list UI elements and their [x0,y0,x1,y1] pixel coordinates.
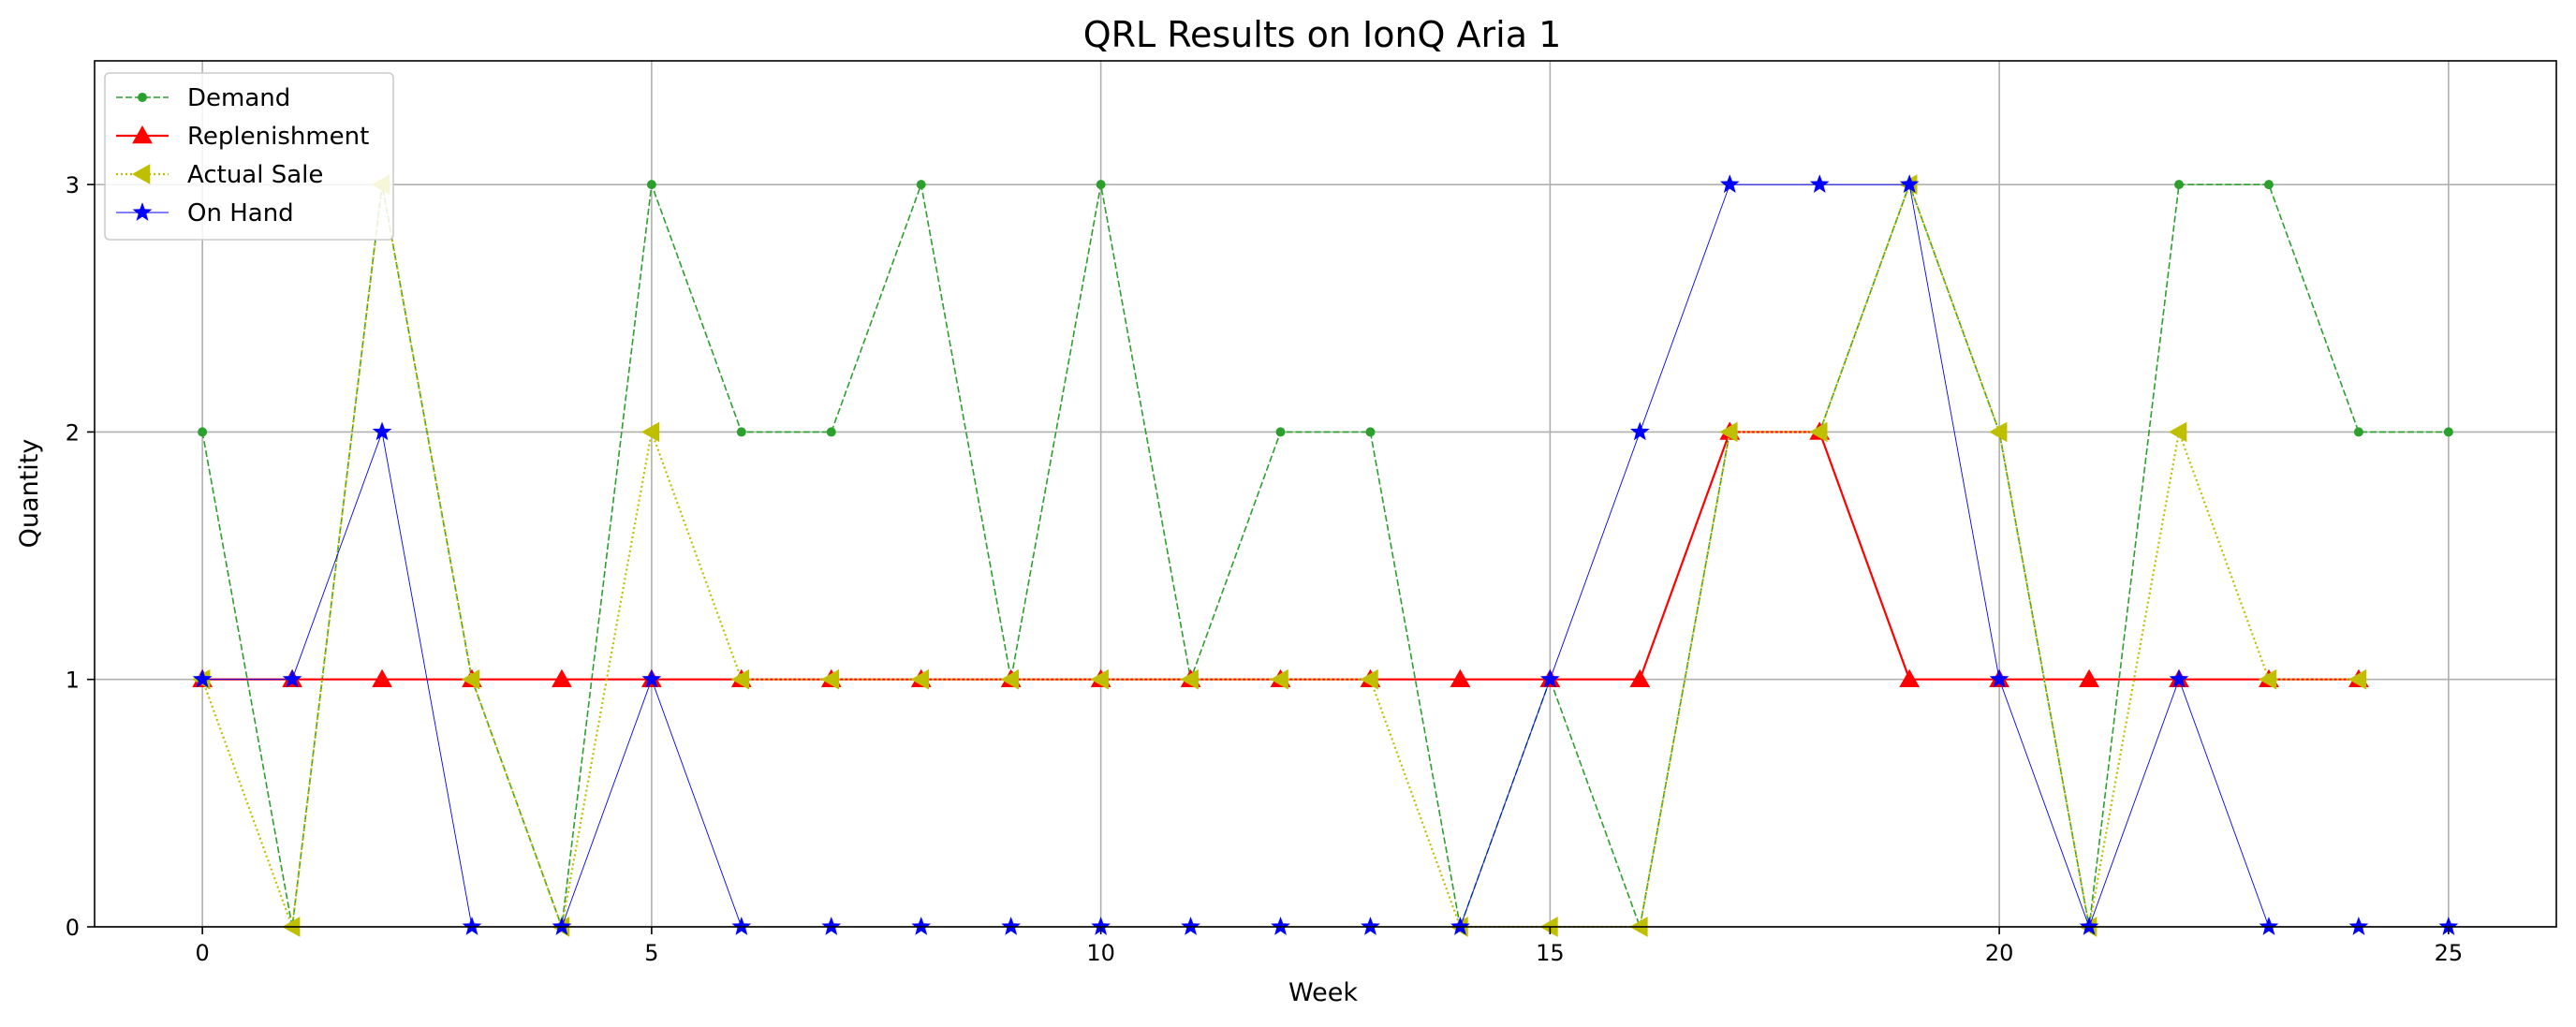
legend-entry-actual-sale: Actual Sale [116,161,323,189]
axis-ticks: 0 5 10 15 20 25 0 1 2 3 [66,172,2463,966]
data-point [1450,668,1471,688]
data-point [1629,668,1651,688]
x-tick-label-1: 5 [644,940,658,966]
x-tick-label-0: 0 [195,940,209,966]
data-point [1629,421,1650,441]
data-point [1000,668,1019,690]
data-point [2348,917,2369,935]
data-point [2353,427,2363,437]
data-point [2169,668,2189,688]
y-tick-label-1: 1 [66,668,80,694]
y-axis-label: Quantity [15,439,44,549]
data-point [910,668,930,690]
data-point [1539,668,1560,688]
data-point [1180,668,1199,690]
legend-label: Replenishment [187,123,369,151]
data-point [552,668,572,688]
data-point [641,668,662,688]
legend-entry-replenishment: Replenishment [116,123,369,151]
data-point [2263,180,2274,190]
data-point [2174,180,2185,190]
legend-label: Actual Sale [187,161,323,189]
series-line [201,182,2449,931]
legend-box [104,72,394,241]
data-point [1809,421,1828,443]
data-point [826,427,836,437]
data-point [372,668,392,688]
data-point [1271,917,1290,935]
data-point [731,917,752,935]
data-point [2348,668,2367,690]
data-point [2079,668,2099,688]
legend-entry-demand: Demand [116,84,290,112]
y-tick-label-0: 0 [66,915,80,941]
data-point [1270,668,1288,690]
legend-label: On Hand [187,199,294,227]
x-tick-label-2: 10 [1086,940,1115,966]
data-point [640,421,660,443]
data-point [1360,668,1378,690]
chart-title: QRL Results on IonQ Aria 1 [1083,14,1562,55]
data-point [282,668,302,688]
data-point [2079,917,2099,935]
data-point [1989,421,2008,443]
legend-marker [132,125,153,144]
data-point [1365,427,1376,437]
data-point [911,917,932,935]
legend-entry-on-hand: On Hand [116,199,294,227]
y-tick-label-2: 2 [66,419,80,446]
data-point [1809,174,1830,193]
data-point [916,180,926,190]
data-point [2259,917,2279,935]
data-point [2258,668,2277,690]
data-point [1719,174,1740,193]
data-point [1090,668,1109,690]
data-point [1899,174,1920,193]
x-tick-label-5: 25 [2435,940,2464,966]
data-point [1989,668,2009,688]
data-point [1450,917,1470,935]
data-point [461,668,480,690]
legend-marker [138,93,147,102]
data-point [552,917,572,935]
x-tick-label-3: 15 [1536,940,1565,966]
data-point [1899,668,1921,688]
x-tick-label-4: 20 [1985,940,2014,966]
data-point [2168,421,2187,443]
data-point [736,427,746,437]
data-point [192,668,213,688]
data-point [462,917,482,935]
data-point [1361,917,1380,935]
legend-label: Demand [187,84,290,112]
y-tick-label-3: 3 [66,172,80,198]
data-point [646,180,656,190]
data-point [730,668,750,690]
data-point [372,421,392,441]
series-layer [192,174,2459,937]
data-point [1719,421,1738,443]
legend: Demand Replenishment Actual Sale On Hand [104,72,394,241]
data-point [820,668,840,690]
data-point [1001,917,1022,935]
legend-marker [132,202,153,221]
legend-marker [131,164,151,184]
data-point [2443,427,2453,437]
data-point [1181,917,1200,935]
data-point [821,917,842,935]
plot-frame [94,60,2557,928]
data-point [1096,180,1106,190]
data-point [198,427,208,437]
data-point [1275,427,1286,437]
x-axis-label: Week [1288,978,1358,1007]
